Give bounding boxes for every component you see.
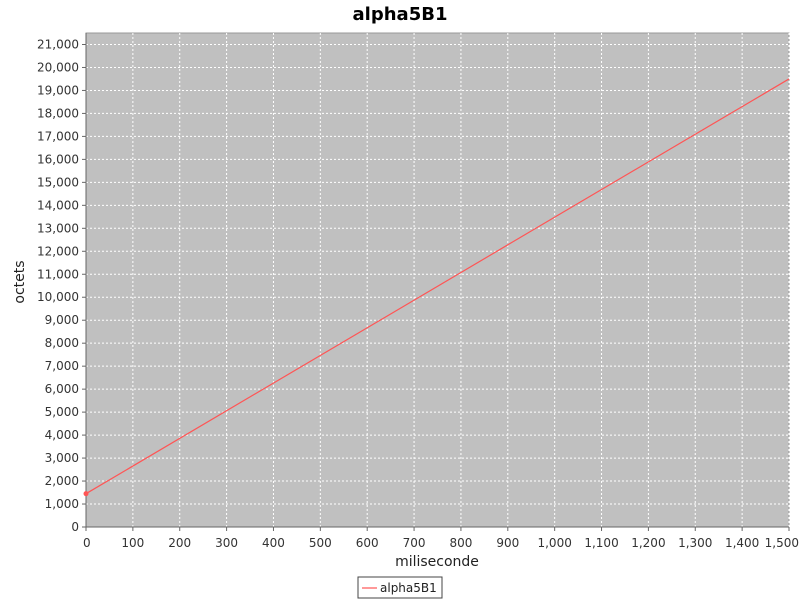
y-tick-label: 4,000 <box>45 428 79 442</box>
y-tick-label: 0 <box>71 520 79 534</box>
y-tick-label: 13,000 <box>37 221 79 235</box>
x-tick-label: 700 <box>403 536 426 550</box>
x-tick-label: 1,300 <box>678 536 712 550</box>
y-tick-label: 11,000 <box>37 267 79 281</box>
y-tick-label: 7,000 <box>45 359 79 373</box>
x-tick-label: 200 <box>168 536 191 550</box>
y-tick-label: 3,000 <box>45 451 79 465</box>
series-line-alpha5B1 <box>85 78 790 495</box>
x-tick-label: 900 <box>496 536 519 550</box>
y-tick-label: 6,000 <box>45 382 79 396</box>
x-tick-label: 1,400 <box>725 536 759 550</box>
y-tick-label: 2,000 <box>45 474 79 488</box>
y-tick-label: 12,000 <box>37 244 79 258</box>
y-tick-label: 15,000 <box>37 175 79 189</box>
y-axis-label: octets <box>12 260 28 303</box>
y-tick-label: 8,000 <box>45 336 79 350</box>
y-tick-label: 18,000 <box>37 106 79 120</box>
plot-area <box>85 32 790 528</box>
axes: 0 1,000 2,000 3,000 4,000 5,000 6,000 7,000 8,00… <box>37 33 799 550</box>
x-tick-label: 1,500 <box>765 536 799 550</box>
y-tick-label: 17,000 <box>37 129 79 143</box>
y-tick-label: 10,000 <box>37 290 79 304</box>
y-tick-label: 21,000 <box>37 37 79 51</box>
series-layer <box>83 78 790 497</box>
y-tick-label: 5,000 <box>45 405 79 419</box>
x-tick-label: 1,000 <box>537 536 571 550</box>
x-tick-label: 400 <box>262 536 285 550</box>
x-axis-label: miliseconde <box>395 554 479 570</box>
y-tick-label: 14,000 <box>37 198 79 212</box>
legend-label-alpha5B1: alpha5B1 <box>380 581 437 595</box>
x-tick-label: 1,100 <box>584 536 618 550</box>
y-tick-label: 19,000 <box>37 83 79 97</box>
grid-lines <box>86 33 790 527</box>
y-tick-label: 9,000 <box>45 313 79 327</box>
legend: alpha5B1 <box>357 576 443 599</box>
x-tick-label: 1,200 <box>631 536 665 550</box>
x-tick-label: 500 <box>309 536 332 550</box>
y-tick-label: 1,000 <box>45 497 79 511</box>
x-tick-label: 100 <box>121 536 144 550</box>
chart-title: alpha5B1 <box>353 4 448 25</box>
legend-box <box>357 576 443 599</box>
data-point-alpha5B1 <box>83 491 89 497</box>
x-tick-label: 0 <box>83 536 91 550</box>
x-tick-label: 300 <box>215 536 238 550</box>
y-tick-label: 16,000 <box>37 152 79 166</box>
x-tick-label: 600 <box>356 536 379 550</box>
x-tick-label: 800 <box>449 536 472 550</box>
y-tick-label: 20,000 <box>37 60 79 74</box>
